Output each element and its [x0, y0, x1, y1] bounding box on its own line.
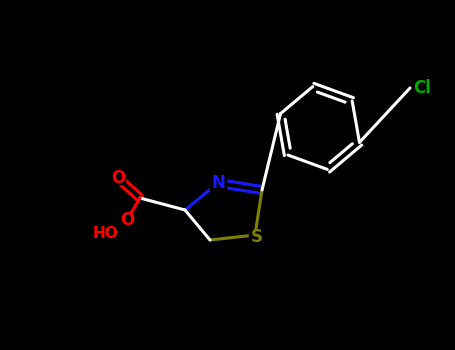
Bar — [210, 176, 226, 189]
Text: S: S — [251, 228, 263, 246]
Bar — [120, 214, 134, 226]
Text: N: N — [211, 174, 225, 192]
Bar — [111, 172, 125, 184]
Text: HO: HO — [92, 226, 118, 242]
Text: O: O — [111, 169, 125, 187]
Text: O: O — [120, 211, 134, 229]
Bar — [249, 231, 265, 244]
Text: Cl: Cl — [413, 79, 431, 97]
